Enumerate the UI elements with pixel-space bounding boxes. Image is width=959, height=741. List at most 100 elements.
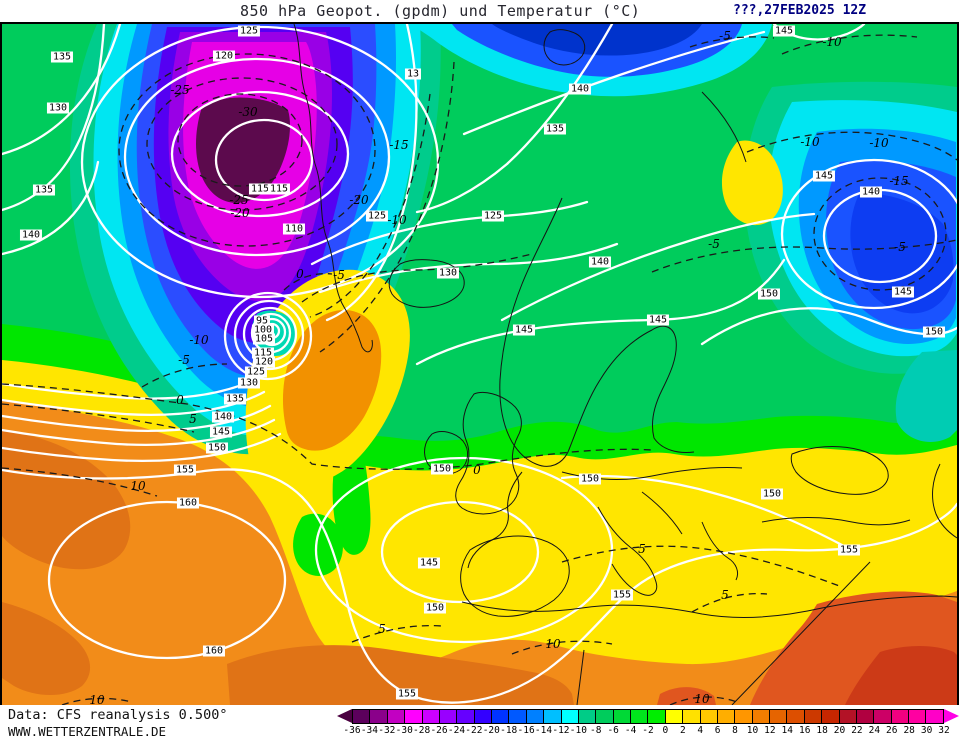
colorbar-segment [926, 710, 943, 723]
colorbar-segment [509, 710, 527, 723]
colorbar-segment [735, 710, 753, 723]
geopotential-contour-label: 13 [404, 68, 422, 80]
colorbar-tick-label: -28 [413, 725, 431, 736]
colorbar-segment [439, 710, 458, 723]
colorbar-segment [370, 710, 388, 723]
geopotential-contour-label: 120 [212, 50, 236, 62]
colorbar-tick-label: -30 [395, 725, 413, 736]
geopotential-contour-label: 150 [922, 326, 946, 338]
colorbar-segment [804, 710, 823, 723]
geopotential-contour-label: 145 [646, 314, 670, 326]
geopotential-contour-label: 130 [46, 102, 70, 114]
geopotential-contour-label: 155 [395, 688, 419, 700]
temperature-contour-label: 10 [130, 479, 146, 493]
colorbar-tick-label: 18 [816, 725, 828, 736]
temperature-contour-label: -20 [349, 193, 369, 207]
colorbar-tick-label: 8 [732, 725, 738, 736]
colorbar-tick-label: 32 [938, 725, 950, 736]
temperature-contour-label: -20 [230, 206, 250, 220]
colorbar-segment [648, 710, 666, 723]
geopotential-contour-label: 155 [173, 464, 197, 476]
geopotential-contour-label: 110 [282, 223, 306, 235]
temperature-colorbar: -36 -34 -32 -30 -28 -26 -24 -22 -20 -18 -16 -14 -12-… [337, 709, 959, 739]
colorbar-tick-label: -20 [482, 725, 500, 736]
colorbar-segment [683, 710, 701, 723]
colorbar-tick-label: 28 [903, 725, 915, 736]
colorbar-segment [353, 710, 371, 723]
temperature-contour-label: -25 [170, 83, 190, 97]
geopotential-contour-label: 130 [436, 267, 460, 279]
colorbar-segment [578, 710, 597, 723]
colorbar-tick-label: 6 [714, 725, 721, 736]
colorbar-tick-label: -16 [517, 725, 535, 736]
temperature-contours [2, 34, 957, 705]
colorbar-tick-label: 20 [833, 725, 846, 736]
temperature-contour-label: -5 [333, 268, 345, 282]
colorbar-segment [544, 710, 562, 723]
temperature-contour-label: -15 [389, 138, 409, 152]
colorbar-segment [405, 710, 423, 723]
geopotential-contour-label: 115 [248, 183, 272, 195]
colorbar-segment [856, 710, 875, 723]
geopotential-contour-label: 125 [481, 210, 505, 222]
colorbar-tick-label: 26 [886, 725, 898, 736]
geopotential-contour-label: 155 [837, 544, 861, 556]
data-source-text: Data: CFS reanalysis 0.500° [8, 707, 228, 723]
colorbar-segment [492, 710, 510, 723]
colorbar-left-arrow [337, 709, 352, 723]
colorbar-tick-label: -32 [378, 725, 396, 736]
page-title: 850 hPa Geopot. (gpdm) und Temperatur (°… [240, 2, 641, 20]
colorbar-segment [665, 710, 684, 723]
temperature-contour-label: 5 [189, 412, 197, 426]
geopotential-contour-label: 155 [610, 589, 634, 601]
geopotential-contour-label: 135 [543, 123, 567, 135]
temperature-contour-label: -10 [387, 213, 407, 227]
temperature-contour-label: 10 [694, 692, 710, 706]
geopotential-contour-label: 150 [205, 442, 229, 454]
colorbar-tick-label: -18 [500, 725, 518, 736]
geopotential-contour-label: 105 [252, 333, 276, 345]
colorbar-segment [752, 710, 770, 723]
colorbar-tick-label: -36 [343, 725, 361, 736]
temperature-contour-label: -5 [894, 240, 906, 254]
colorbar-segment [874, 710, 892, 723]
colorbar-segment [526, 710, 545, 723]
run-timestamp: ???,27FEB2025 12Z [733, 3, 867, 18]
geopotential-contour-label: 150 [757, 288, 781, 300]
colorbar-segment [717, 710, 736, 723]
geopotential-contour-label: 145 [209, 426, 233, 438]
geopotential-contour-label: 125 [237, 25, 261, 37]
geopotential-contour-label: 150 [578, 473, 602, 485]
colorbar-tick-label: -2 [642, 725, 654, 736]
temperature-contour-label: 0 [296, 267, 304, 281]
temperature-contour-label: 5 [638, 542, 646, 556]
temperature-contour-label: -10 [822, 35, 842, 49]
colorbar-segment [561, 710, 579, 723]
temperature-contour-label: -10 [189, 333, 209, 347]
footer-bar: Data: CFS reanalysis 0.500° WWW.WETTERZE… [0, 705, 959, 741]
colorbar-tick-label: -34 [360, 725, 378, 736]
colorbar-tick-label: 14 [781, 725, 794, 736]
temperature-contour-label: -15 [889, 174, 909, 188]
website-text: WWW.WETTERZENTRALE.DE [8, 724, 167, 739]
colorbar-segment [474, 710, 492, 723]
colorbar-tick-label: -26 [430, 725, 448, 736]
geopotential-contour-label: 140 [19, 229, 43, 241]
temperature-contour-label: -5 [719, 29, 731, 43]
temperature-contour-label: 5 [378, 622, 386, 636]
temperature-contour-label: 0 [176, 393, 184, 407]
geopotential-contour-label: 125 [365, 210, 389, 222]
colorbar-segment [631, 710, 649, 723]
colorbar-segment [613, 710, 631, 723]
header-bar: 850 hPa Geopot. (gpdm) und Temperatur (°… [0, 0, 959, 22]
coastlines [293, 24, 957, 705]
colorbar-tick-label: 4 [697, 725, 704, 736]
geopotential-contour-label: 140 [568, 83, 592, 95]
geopotential-contour-label: 150 [760, 488, 784, 500]
geopotential-contour-label: 100 [251, 324, 275, 336]
temperature-contour-label: -30 [238, 105, 258, 119]
colorbar-tick-label: -8 [590, 725, 602, 736]
colorbar-tick-label: 24 [868, 725, 881, 736]
geopotential-contour-label: 135 [32, 184, 56, 196]
